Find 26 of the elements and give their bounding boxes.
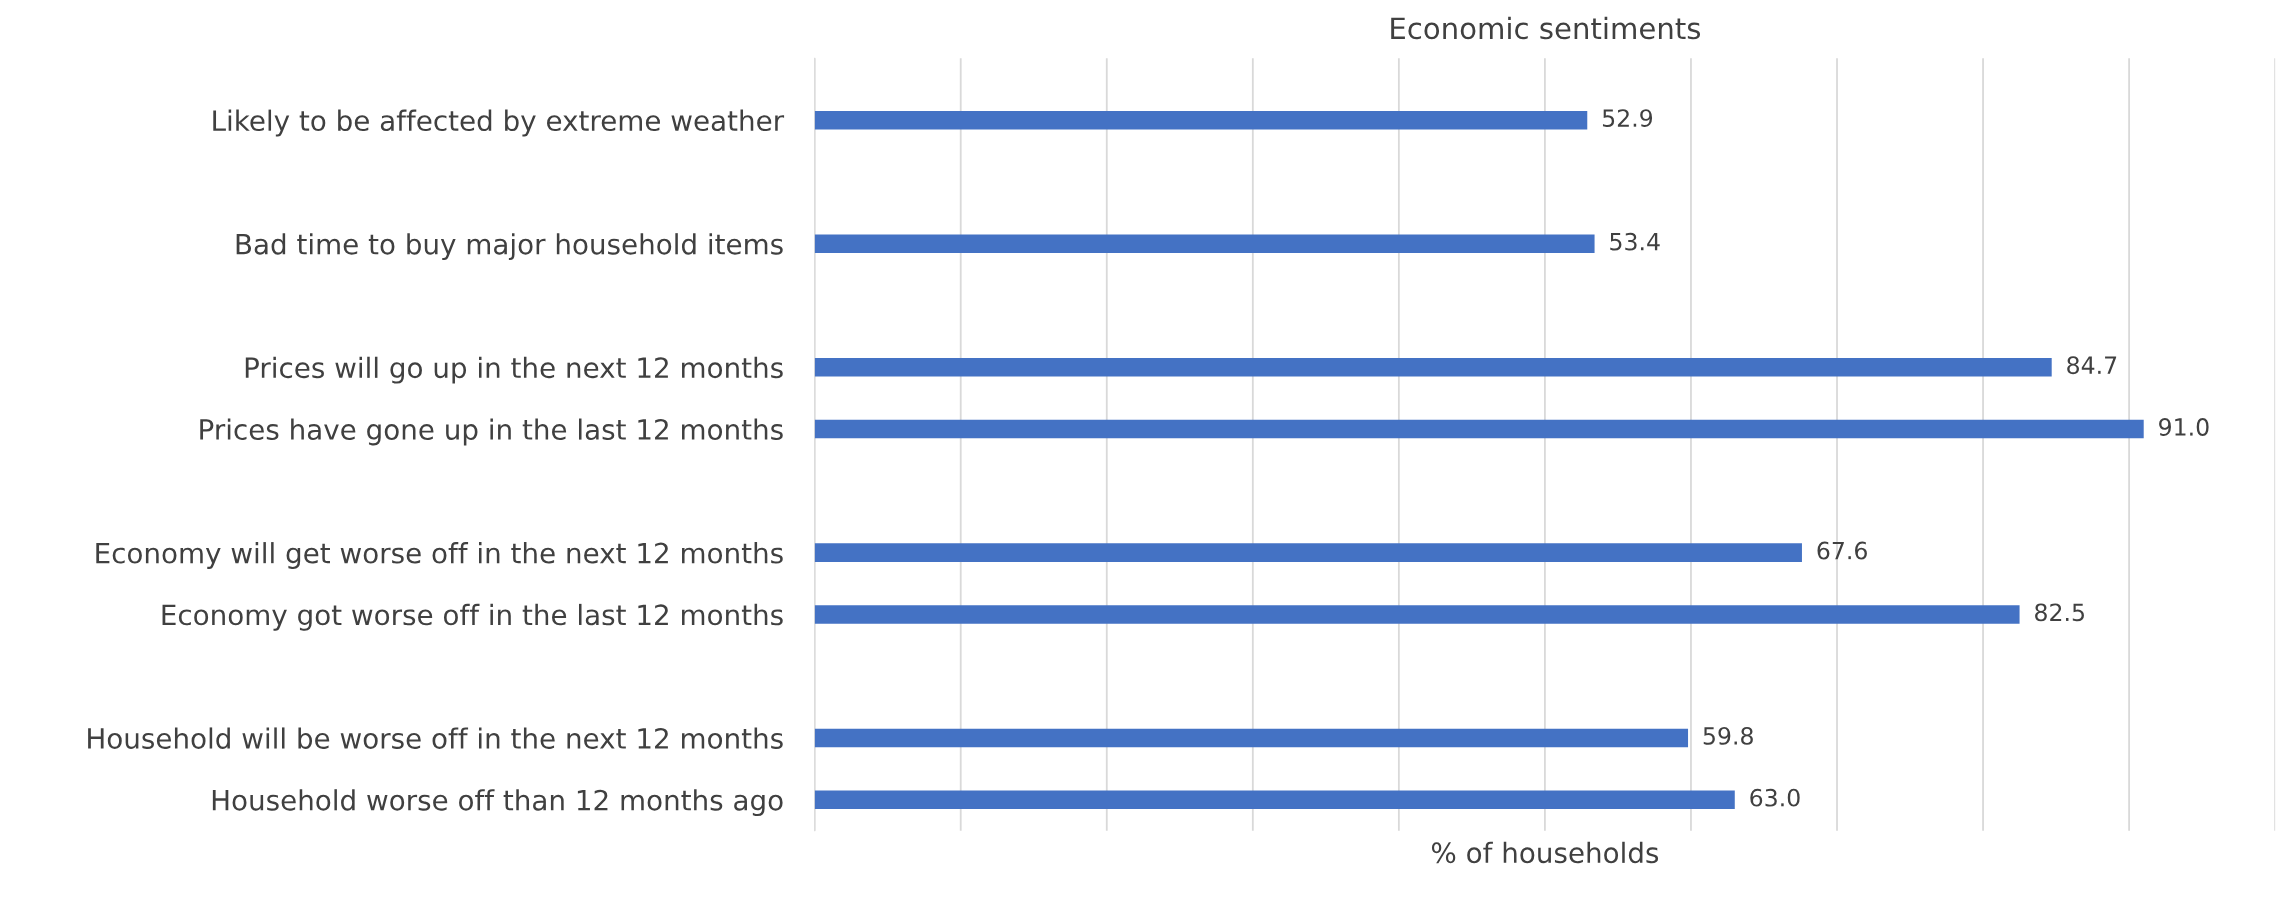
bar bbox=[814, 728, 1689, 748]
bar bbox=[814, 419, 2144, 439]
y-tick-label: Economy got worse off in the last 12 months bbox=[162, 603, 783, 631]
data-label: 59.8 bbox=[1703, 726, 1753, 745]
y-tick-label: Bad time to buy major household items bbox=[236, 233, 783, 261]
bar bbox=[814, 234, 1595, 253]
data-label: 53.4 bbox=[1610, 232, 1660, 251]
data-label: 91.0 bbox=[2159, 418, 2209, 436]
bar bbox=[814, 605, 2020, 624]
data-label: 67.6 bbox=[1817, 541, 1867, 560]
bar bbox=[814, 790, 1735, 810]
y-tick-label: Likely to be affected by extreme weather bbox=[213, 109, 785, 137]
data-label: 82.5 bbox=[2035, 603, 2084, 622]
bar bbox=[814, 543, 1802, 562]
bar bbox=[814, 110, 1588, 130]
bar bbox=[814, 358, 2052, 377]
y-tick-label: Prices have gone up in the last 12 months bbox=[200, 418, 783, 446]
data-label: 63.0 bbox=[1750, 788, 1800, 807]
y-tick-label: Prices will go up in the next 12 months bbox=[245, 356, 783, 384]
x-axis-title: % of households bbox=[1431, 841, 1659, 864]
chart-title: Economic sentiments bbox=[1391, 16, 1701, 40]
y-tick-label: Household will be worse off in the next 12 months bbox=[88, 727, 783, 749]
data-label: 52.9 bbox=[1602, 109, 1653, 127]
y-tick-label: Household worse off than 12 months ago bbox=[212, 789, 783, 817]
data-label: 84.7 bbox=[2067, 356, 2117, 375]
y-tick-label: Economy will get worse off in the next 12 months bbox=[96, 542, 783, 569]
